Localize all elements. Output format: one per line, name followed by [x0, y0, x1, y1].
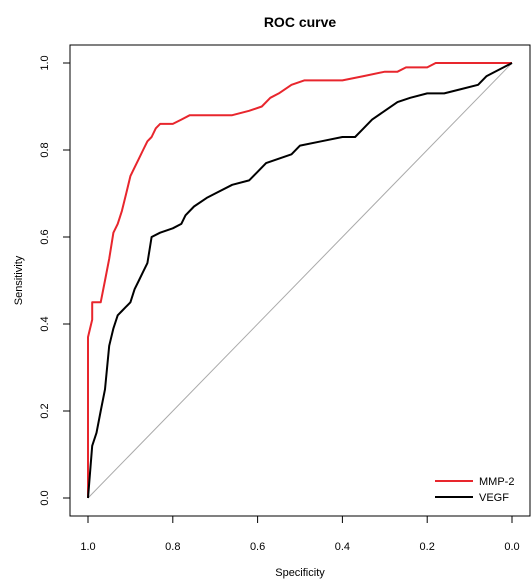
y-tick-label: 0.8: [39, 142, 51, 157]
series-layer: [87, 62, 513, 499]
y-axis-label: Sensitivity: [13, 255, 25, 305]
x-tick-label: 0.8: [165, 541, 180, 553]
series-line-mmp-2: [87, 62, 512, 498]
y-tick-label: 0.2: [39, 403, 51, 418]
x-tick-label: 1.0: [80, 541, 95, 553]
y-tick-label: 0.0: [39, 490, 51, 505]
legend-label: MMP-2: [479, 476, 514, 488]
legend: MMP-2 VEGF: [435, 476, 514, 504]
reference-diagonal-line: [87, 62, 513, 499]
x-tick-label: 0.4: [335, 541, 350, 553]
y-tick-label: 0.4: [39, 316, 51, 331]
x-tick-label: 0.0: [504, 541, 519, 553]
series-line-vegf: [87, 62, 513, 499]
chart-title: ROC curve: [264, 14, 337, 30]
legend-label: VEGF: [479, 492, 509, 504]
x-tick-label: 0.2: [420, 541, 435, 553]
y-tick-label: 1.0: [39, 55, 51, 70]
x-axis: 1.0 0.8 0.6 0.4 0.2 0.0: [80, 515, 520, 553]
x-tick-label: 0.6: [250, 541, 265, 553]
x-axis-label: Specificity: [275, 567, 325, 579]
y-axis: 0.0 0.2 0.4 0.6 0.8 1.0: [39, 55, 71, 506]
y-tick-label: 0.6: [39, 229, 51, 244]
